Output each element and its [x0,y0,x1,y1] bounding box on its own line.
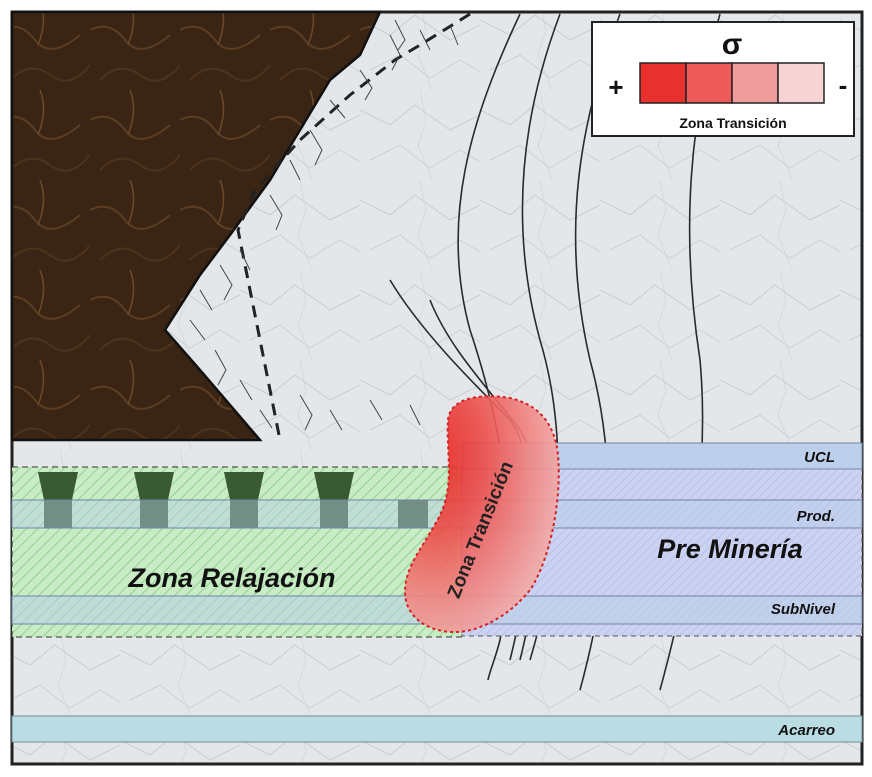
cave-back-outline [236,12,471,441]
stress-legend: σ + - Zona Transición [591,21,855,137]
legend-swatch [777,62,825,104]
legend-plus: + [608,72,623,102]
legend-swatches [639,62,825,104]
legend-swatch [731,62,779,104]
subnivel-label: SubNivel [771,601,836,618]
ucl-label: UCL [804,449,835,466]
pillar [44,500,72,528]
pillar [314,472,354,500]
prod-label: Prod. [797,508,835,525]
zona-relajacion-label: Zona Relajación [127,563,335,593]
legend-swatch [639,62,687,104]
pillar [398,500,428,528]
drawpoint-pillars [38,472,428,528]
pillar [134,472,174,500]
fracture-texture [189,19,459,431]
pillar [320,500,348,528]
pillar [224,472,264,500]
acarreo-level-band [11,715,863,743]
sigma-symbol: σ [722,28,743,61]
pillar [230,500,258,528]
transition-zone [403,395,560,634]
broken-ore-column [10,10,382,442]
legend-caption: Zona Transición [679,115,786,131]
acarreo-label: Acarreo [777,722,835,739]
pillar [38,472,78,500]
pillar [140,500,168,528]
legend-swatch [685,62,733,104]
pre-mineria-label: Pre Minería [657,534,803,564]
legend-minus: - [839,70,848,100]
